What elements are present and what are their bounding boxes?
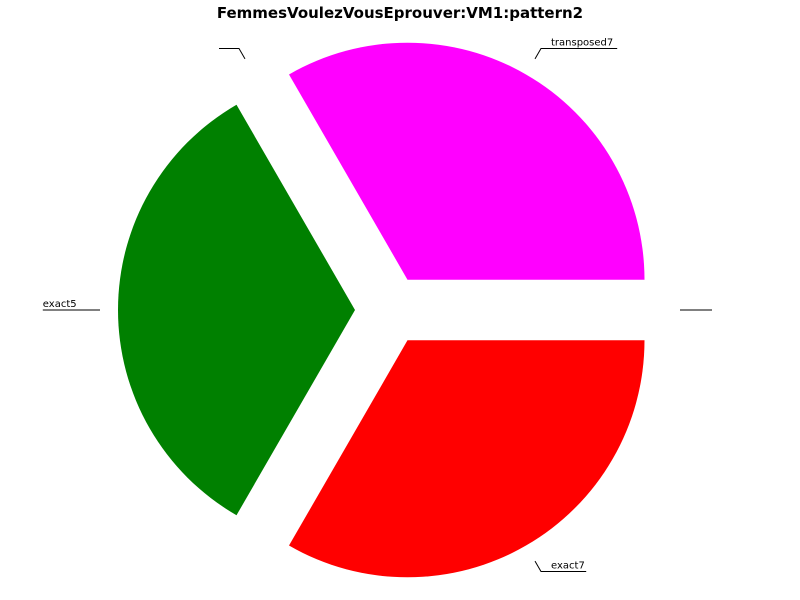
chart-title: FemmesVoulezVousEprouver:VM1:pattern2 [216, 4, 584, 22]
leader-line-transposed7 [534, 47, 618, 60]
pie-slice-exact7 [289, 340, 645, 578]
slice-label-transposed7: transposed7 [551, 37, 613, 48]
leader-line-empty-2 [219, 47, 246, 60]
slice-label-exact7: exact7 [551, 561, 585, 572]
pie-slice-exact5 [118, 104, 355, 516]
leader-line-exact7 [534, 560, 587, 573]
slice-label-exact5: exact5 [43, 299, 77, 310]
pie-slice-transposed7 [289, 42, 645, 280]
